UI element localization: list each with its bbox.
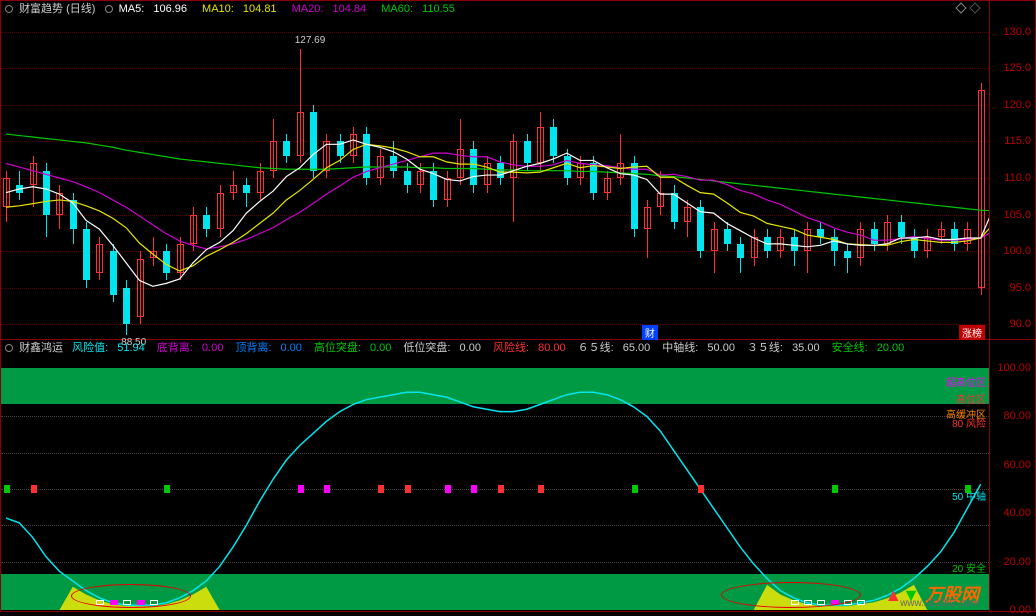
- candlestick-chart[interactable]: 127.6988.50财涨榜: [1, 17, 989, 339]
- indicator-dot-icon: [105, 5, 113, 13]
- indicator-header: 财鑫鸿运 风险值: 51.94底背离: 0.00顶背离: 0.00高位突盘: 0…: [1, 340, 989, 356]
- indicator-panel[interactable]: 财鑫鸿运 风险值: 51.94底背离: 0.00顶背离: 0.00高位突盘: 0…: [0, 340, 990, 612]
- chart-title: 财富趋势 (日线): [19, 3, 95, 15]
- indicator-dot-icon: [5, 344, 13, 352]
- indicator-title: 财鑫鸿运: [19, 342, 63, 354]
- price-header: 财富趋势 (日线) MA5: 106.96 MA10: 104.81 MA20:…: [1, 1, 989, 17]
- indicator-y-axis: 0.0020.0040.0060.0080.00100.00: [990, 340, 1036, 612]
- price-y-axis: 90.095.0100.0105.0110.0115.0120.0125.013…: [990, 0, 1036, 340]
- indicator-dot-icon: [5, 5, 13, 13]
- price-chart-panel[interactable]: 财富趋势 (日线) MA5: 106.96 MA10: 104.81 MA20:…: [0, 0, 990, 340]
- oscillator-chart[interactable]: 超高位区高位区高缓冲区80 风险50 中轴20 安全▲▼ 万股网www.2010…: [1, 356, 989, 611]
